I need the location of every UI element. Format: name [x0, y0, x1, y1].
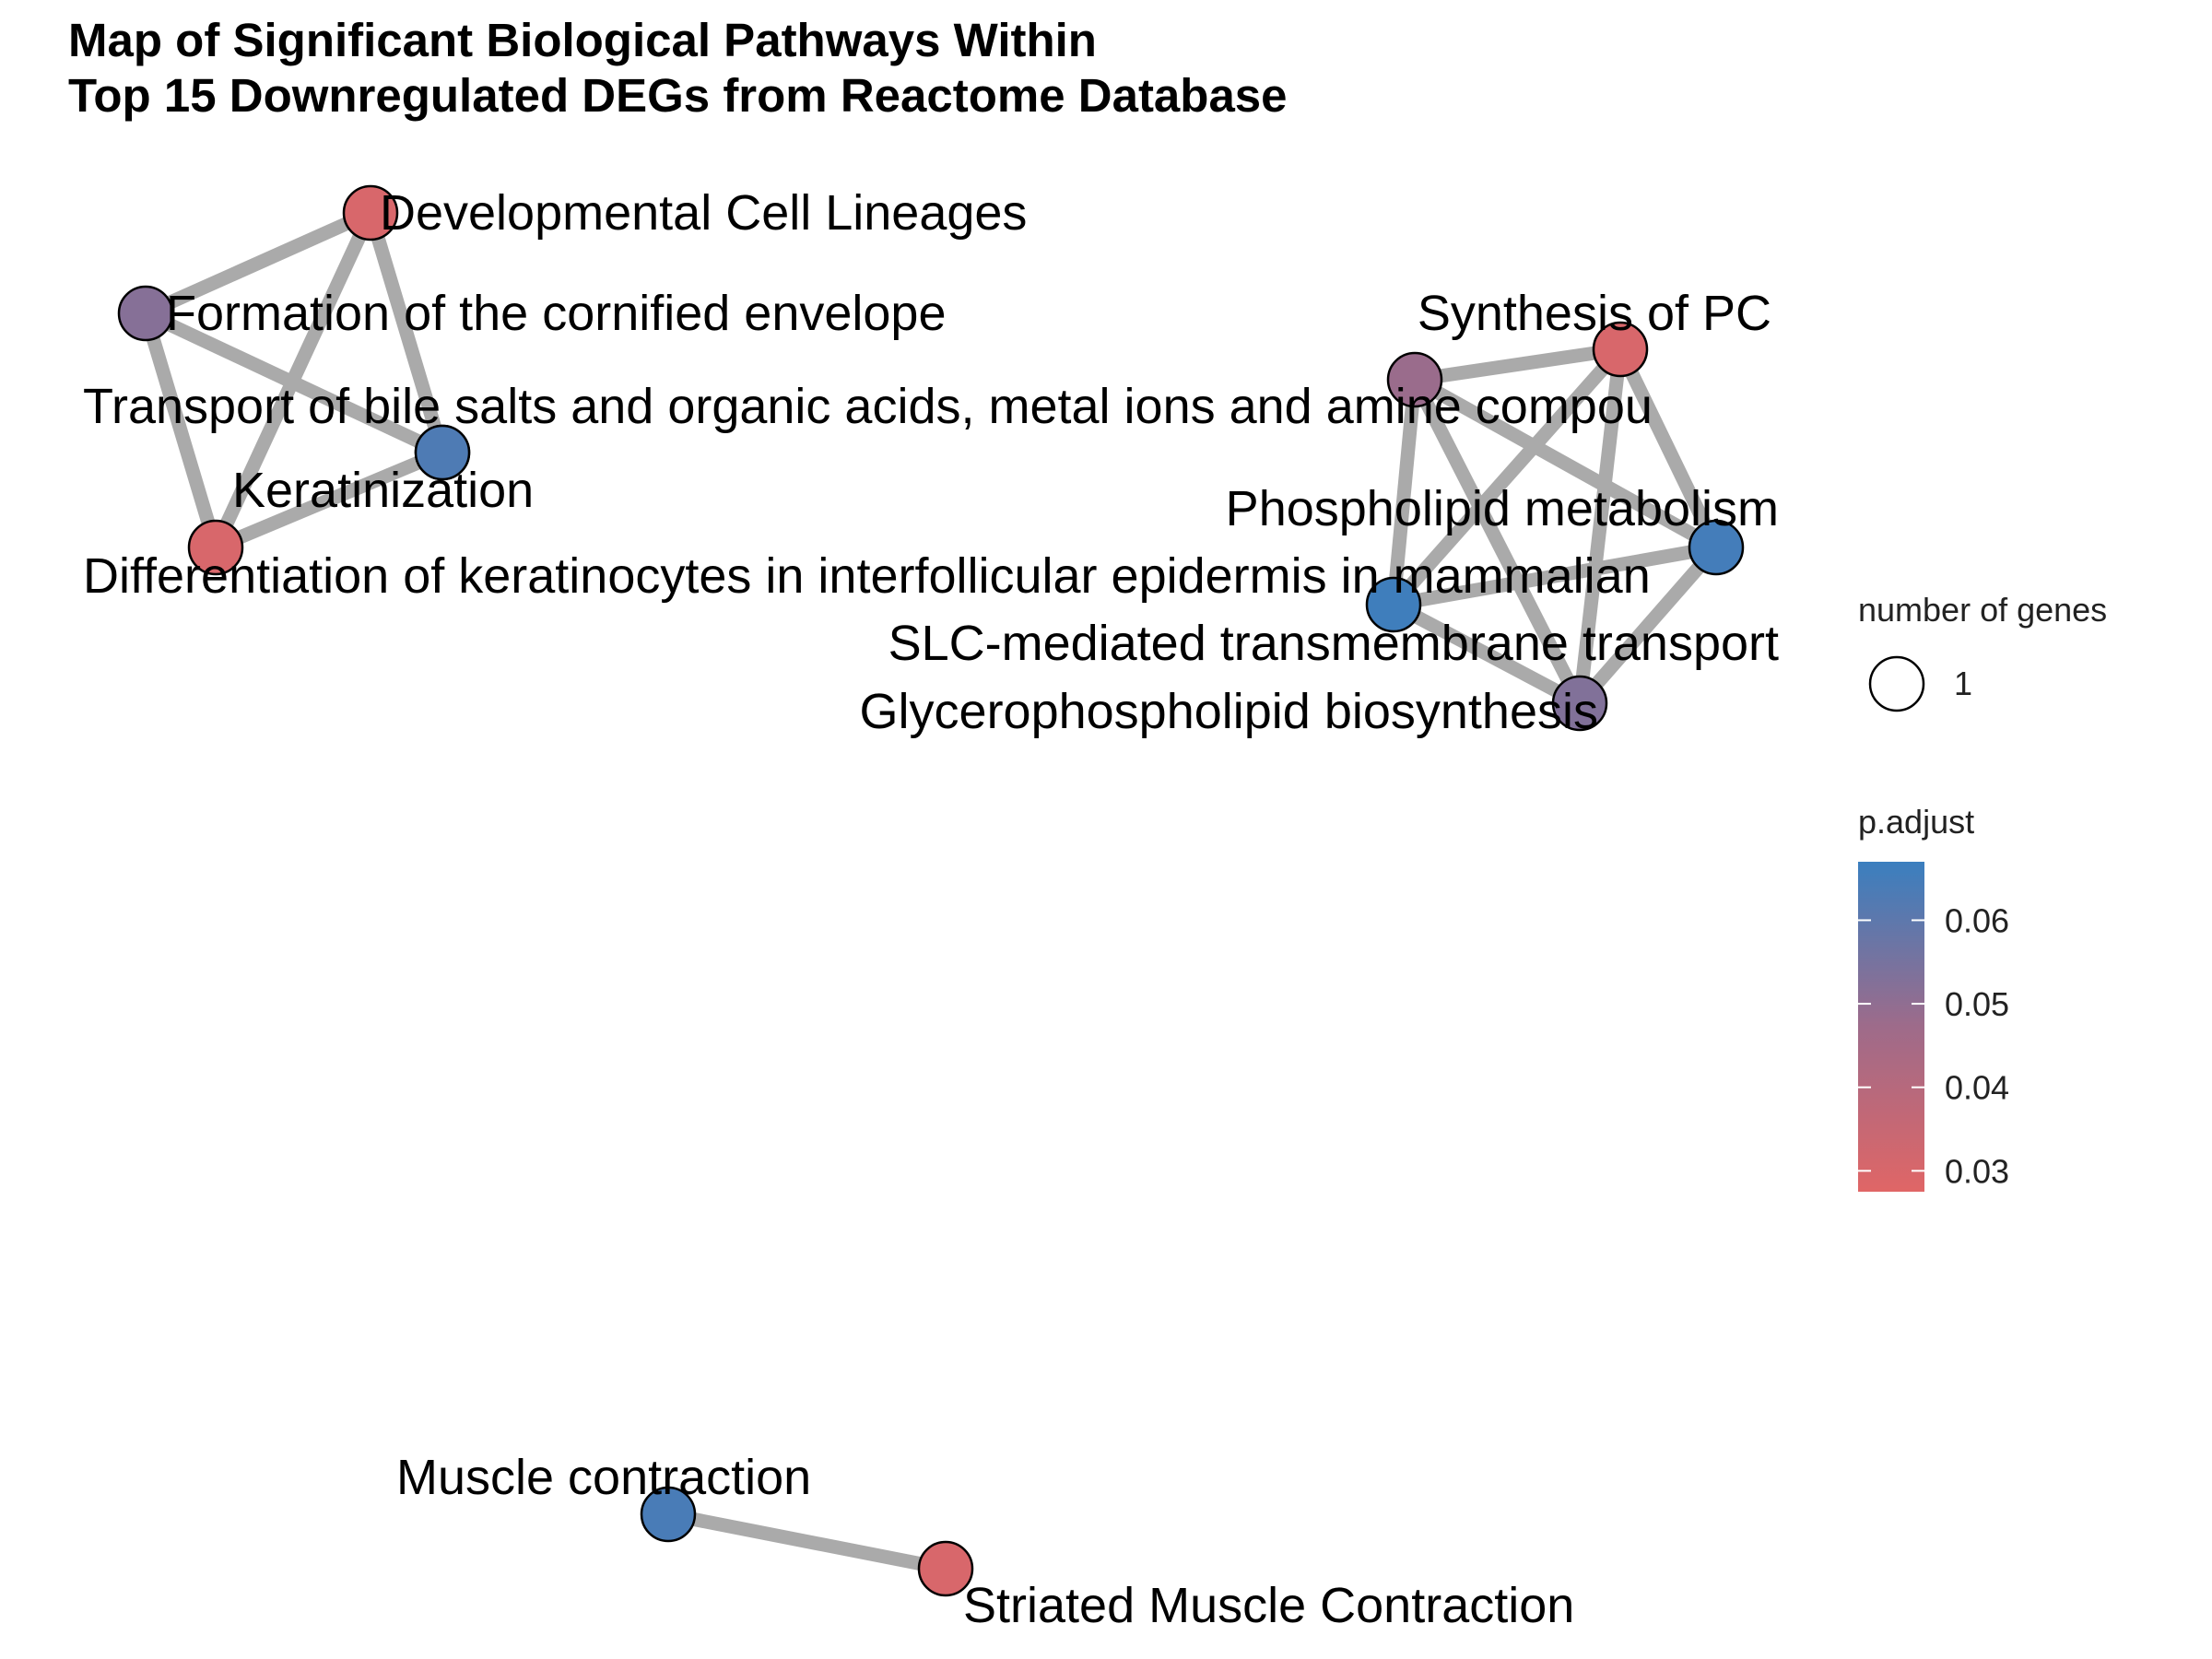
node-label-diff: Differentiation of keratinocytes in inte…: [83, 548, 1651, 604]
legend-size-title: number of genes: [1858, 591, 2107, 629]
node-label-musc: Muscle contraction: [396, 1450, 811, 1505]
legend-tick-label-0: 0.06: [1945, 901, 2009, 939]
node-glyc[interactable]: [1551, 675, 1608, 732]
network-edges: [138, 206, 1723, 1576]
node-phos[interactable]: [1688, 519, 1745, 576]
chart-title: Map of Significant Biological Pathways W…: [68, 13, 1727, 124]
chart-title-line-1: Map of Significant Biological Pathways W…: [68, 14, 1097, 66]
node-corn[interactable]: [117, 285, 174, 342]
legend-color-title: p.adjust: [1858, 803, 1974, 841]
edge-glyc-x1: [1390, 598, 1583, 710]
node-label-corn: Formation of the cornified envelope: [166, 286, 947, 341]
node-label-slc: SLC-mediated transmembrane transport: [888, 616, 1779, 671]
edge-slc-phos: [1411, 373, 1720, 554]
edge-diff-kera: [213, 446, 445, 554]
edge-corn-kera: [142, 307, 446, 459]
legend-tick-label-1: 0.05: [1945, 985, 2009, 1023]
node-label-dev: Developmental Cell Lineages: [380, 185, 1027, 241]
node-label-bile: Transport of bile salts and organic acid…: [83, 379, 1653, 434]
edge-synpc-phos: [1614, 346, 1723, 551]
edge-corn-diff: [138, 311, 223, 550]
network-labels: Developmental Cell Lineages Formation of …: [83, 185, 1779, 1633]
node-label-stri: Striated Muscle Contraction: [963, 1578, 1574, 1633]
edge-musc-stri: [666, 1507, 947, 1576]
edge-slc-glyc: [1408, 376, 1586, 707]
node-label-phos: Phospholipid metabolism: [1226, 481, 1779, 536]
legend-size-circle: [1868, 655, 1925, 712]
edge-phos-glyc: [1574, 543, 1722, 708]
legend-size-label: 1: [1954, 665, 1972, 702]
node-label-synpc: Synthesis of PC: [1418, 286, 1771, 341]
edge-slc-synpc: [1413, 342, 1622, 387]
node-kera[interactable]: [414, 424, 471, 481]
node-synpc[interactable]: [1592, 321, 1649, 378]
legend-color-bar: [1858, 862, 1924, 1192]
node-diff[interactable]: [187, 519, 244, 576]
node-slc[interactable]: [1386, 351, 1443, 408]
node-x1[interactable]: [1365, 576, 1422, 633]
edge-phos-x1: [1392, 540, 1718, 612]
node-dev[interactable]: [342, 184, 399, 241]
edge-dev-kera: [363, 210, 450, 455]
legend: number of genes 1 p.adjust 0.060.050.040…: [1858, 591, 2107, 1192]
legend-tick-label-2: 0.04: [1945, 1069, 2009, 1107]
chart-title-line-2: Top 15 Downregulated DEGs from Reactome …: [68, 69, 1288, 122]
edge-synpc-x1: [1388, 345, 1626, 609]
node-label-kera: Keratinization: [232, 463, 534, 518]
node-musc[interactable]: [640, 1486, 697, 1543]
network-nodes: [117, 184, 1745, 1597]
node-stri[interactable]: [917, 1540, 974, 1597]
legend-tick-label-3: 0.03: [1945, 1152, 2009, 1190]
node-label-glyc: Glycerophospholipid biosynthesis: [860, 684, 1598, 739]
edge-synpc-glyc: [1572, 348, 1628, 704]
legend-color-ticks: 0.06 0.05 0.04 0.03: [1858, 901, 2009, 1190]
edge-dev-corn: [142, 206, 374, 320]
edge-slc-x1: [1386, 379, 1422, 606]
